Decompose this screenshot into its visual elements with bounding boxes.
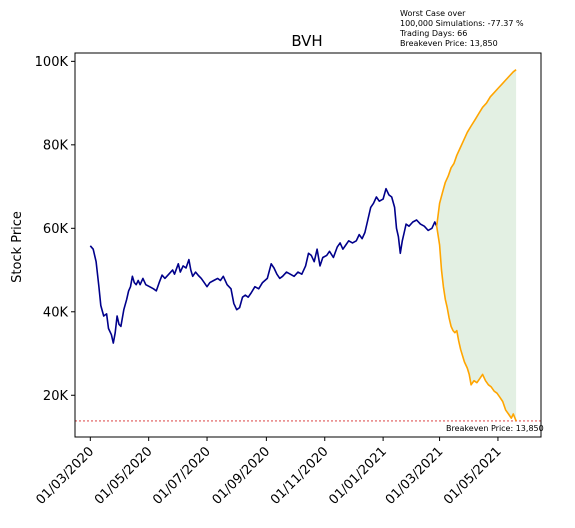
projection-lower-line bbox=[435, 226, 517, 422]
y-tick-label: 40K bbox=[43, 305, 69, 320]
projection-upper-line bbox=[435, 69, 517, 227]
y-tick-label: 60K bbox=[43, 222, 69, 237]
annotation-line-breakeven: Breakeven Price: 13,850 bbox=[400, 39, 498, 48]
plot-frame bbox=[74, 52, 542, 438]
chart-title: BVH bbox=[291, 32, 322, 50]
y-tick-label: 20K bbox=[43, 389, 69, 404]
y-tick-label: 80K bbox=[43, 138, 69, 153]
annotation-line-worst-case: Worst Case over bbox=[400, 9, 466, 18]
historical-price-line bbox=[89, 187, 438, 344]
annotation-line-trading-days: Trading Days: 66 bbox=[399, 29, 467, 38]
annotation-line-simulations: 100,000 Simulations: -77.37 % bbox=[400, 19, 524, 28]
breakeven-label: Breakeven Price: 13,850 bbox=[446, 424, 544, 433]
y-axis-label: Stock Price bbox=[10, 211, 25, 283]
y-tick-label: 100K bbox=[35, 55, 69, 70]
